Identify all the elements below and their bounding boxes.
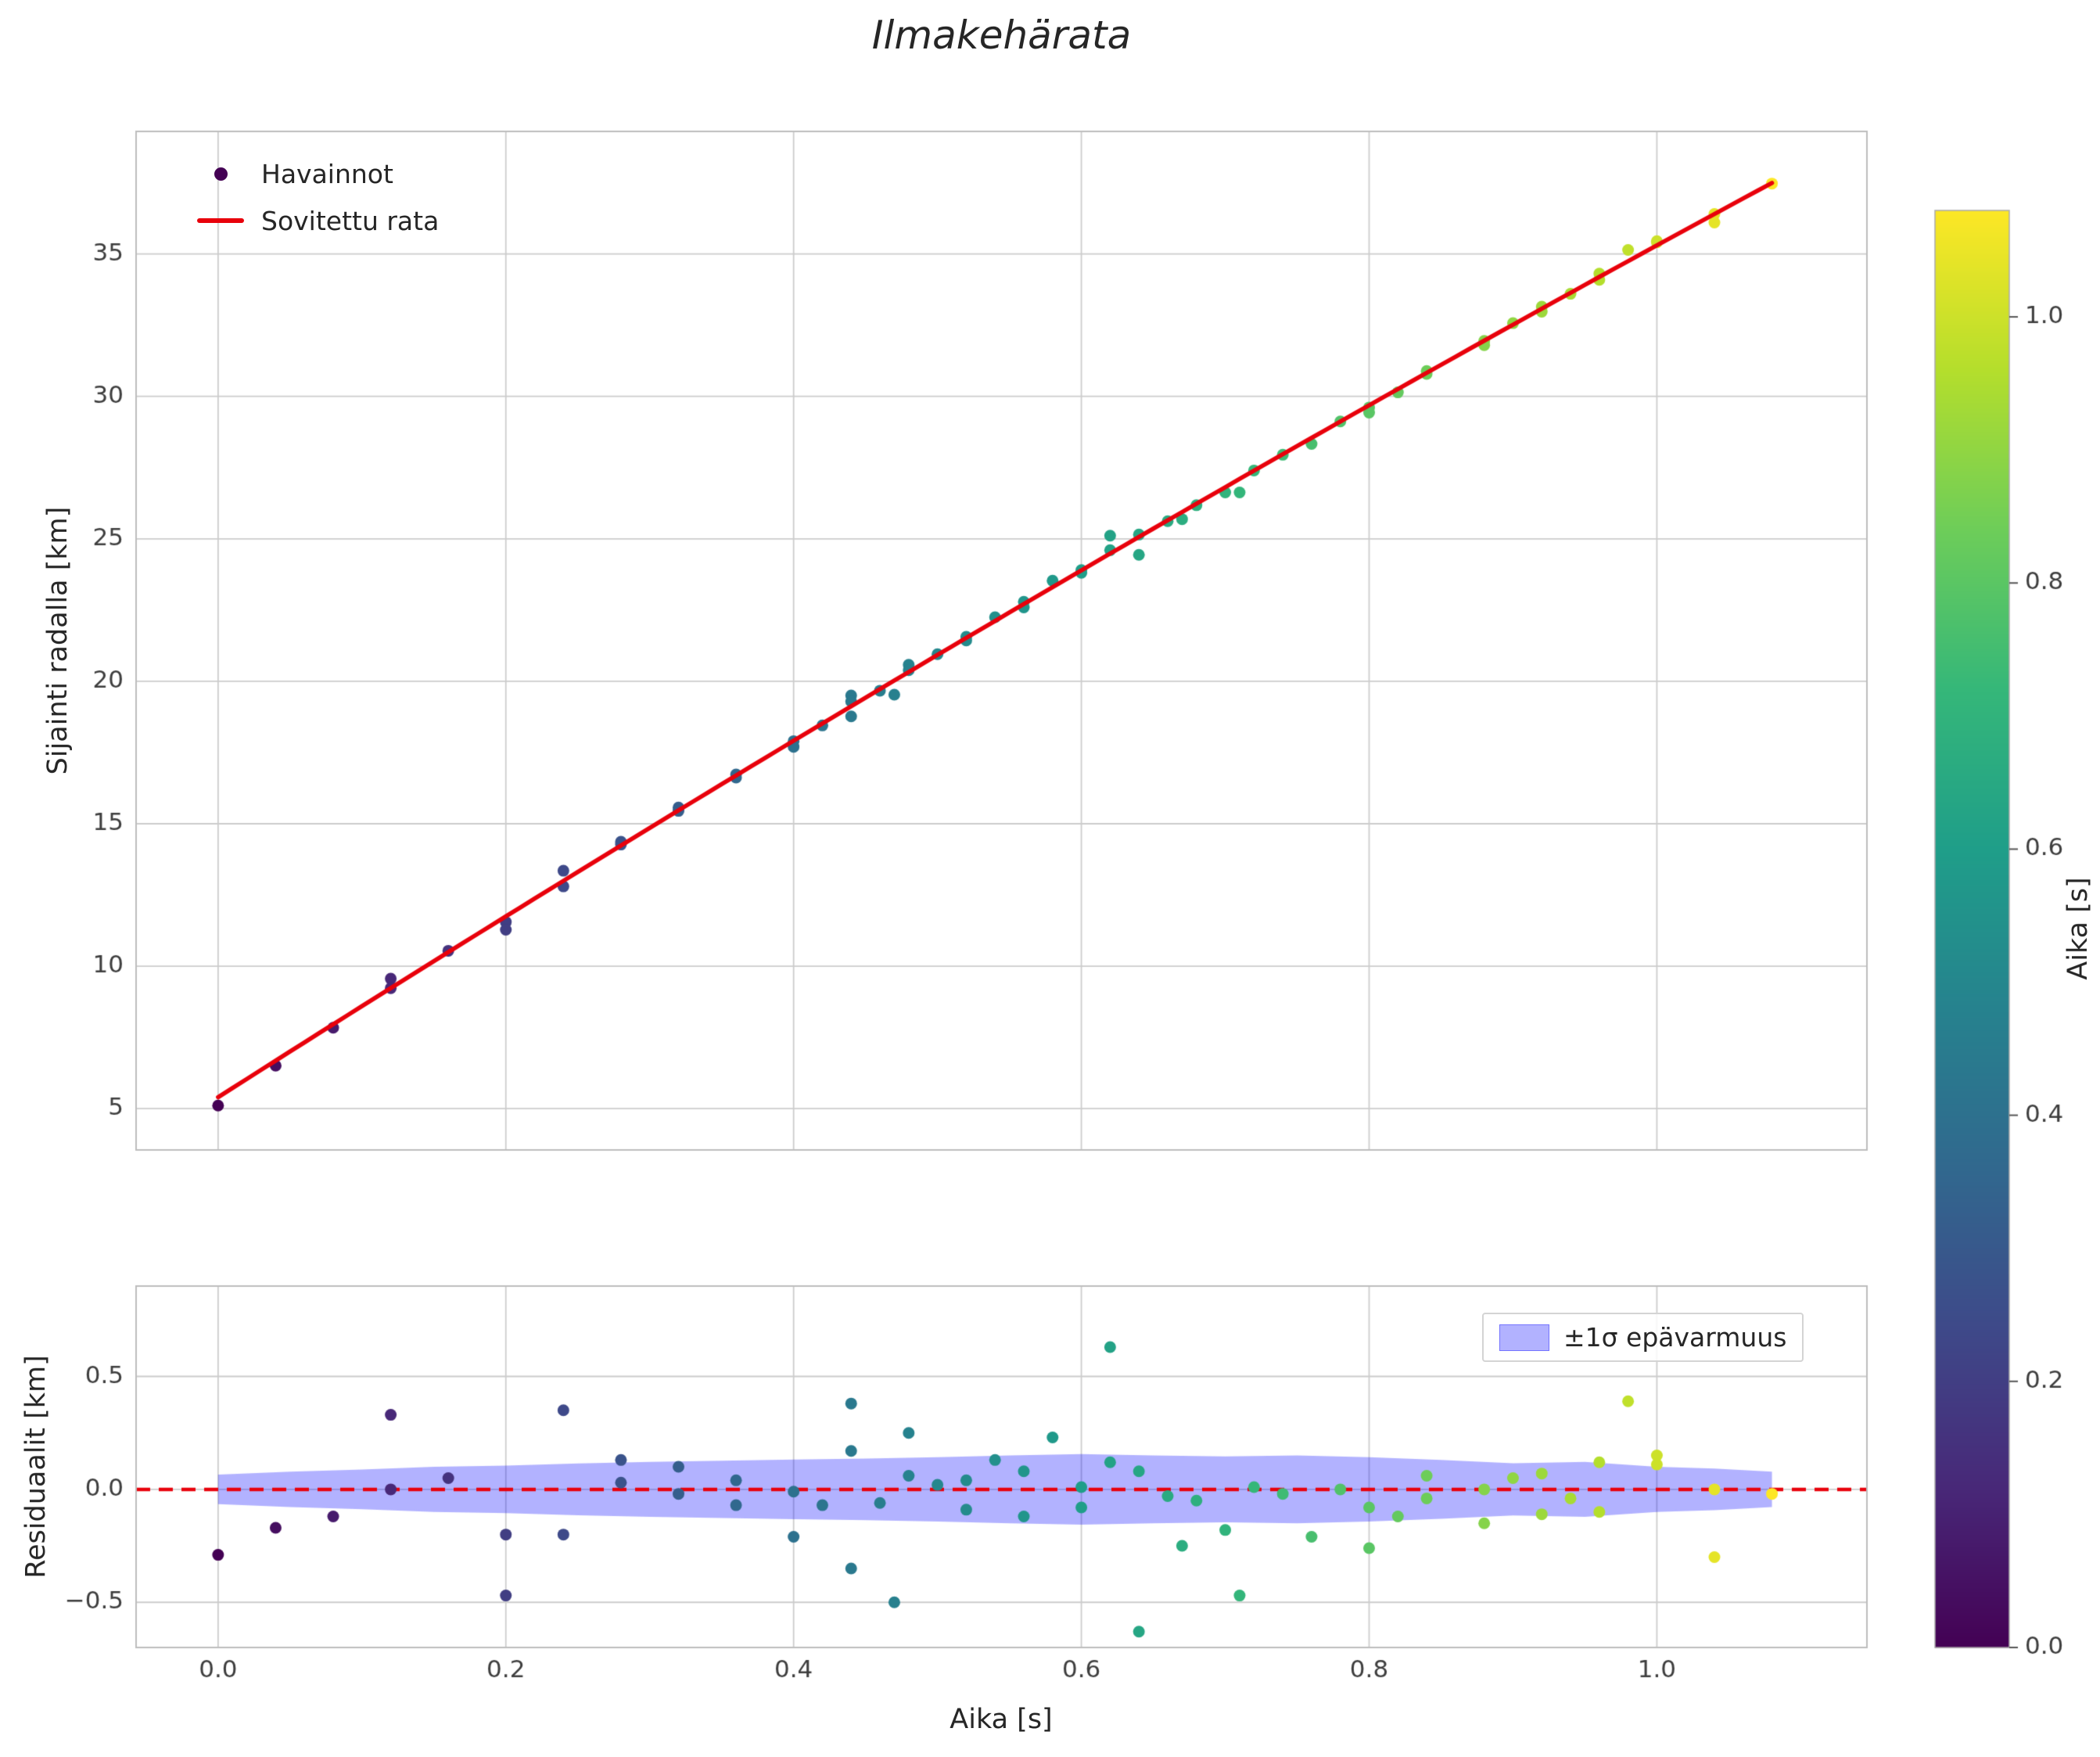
x-axis-label: Aika [s] (949, 1704, 1053, 1735)
fit-line-icon (197, 218, 244, 223)
chart-title: Ilmakehärata (871, 13, 1132, 58)
bottom-y-axis-label: Residuaalit [km] (20, 1355, 52, 1579)
legend-label-uncertainty: ±1σ epävarmuus (1563, 1322, 1787, 1353)
uncertainty-band-icon (1499, 1324, 1549, 1351)
bottom-legend: ±1σ epävarmuus (1482, 1313, 1804, 1362)
legend-item-fit: Sovitettu rata (197, 203, 439, 238)
legend-label-fit: Sovitettu rata (261, 205, 440, 236)
legend-label-observations: Havainnot (261, 158, 393, 189)
scatter-dot-icon (197, 167, 244, 181)
colorbar-label: Aika [s] (2062, 877, 2094, 980)
top-y-axis-label: Sijainti radalla [km] (42, 506, 74, 775)
legend-item-observations: Havainnot (197, 156, 439, 191)
top-legend: Havainnot Sovitettu rata (197, 156, 439, 238)
